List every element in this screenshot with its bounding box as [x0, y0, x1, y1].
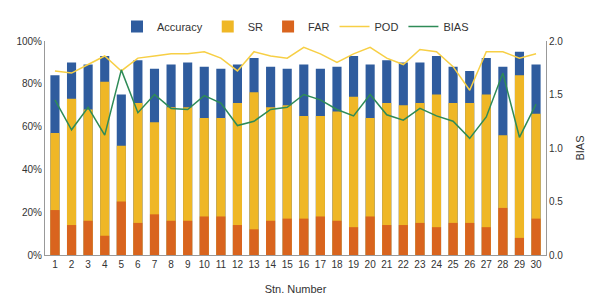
svg-text:6: 6 [135, 259, 141, 270]
svg-text:1.5: 1.5 [549, 89, 563, 100]
svg-text:Accuracy: Accuracy [157, 21, 203, 33]
svg-text:20: 20 [365, 259, 377, 270]
svg-text:14: 14 [265, 259, 277, 270]
svg-text:25: 25 [448, 259, 460, 270]
svg-text:BIAS: BIAS [574, 135, 586, 160]
svg-text:13: 13 [248, 259, 260, 270]
svg-text:80%: 80% [22, 78, 42, 89]
svg-text:30: 30 [530, 259, 542, 270]
svg-text:15: 15 [282, 259, 294, 270]
svg-text:40%: 40% [22, 164, 42, 175]
svg-text:POD: POD [375, 21, 399, 33]
svg-text:0.5: 0.5 [549, 196, 563, 207]
svg-text:100%: 100% [16, 36, 42, 47]
svg-text:FAR: FAR [308, 21, 329, 33]
svg-text:9: 9 [185, 259, 191, 270]
svg-text:12: 12 [232, 259, 244, 270]
svg-text:19: 19 [348, 259, 360, 270]
svg-text:22: 22 [398, 259, 410, 270]
svg-text:27: 27 [481, 259, 493, 270]
svg-text:26: 26 [464, 259, 476, 270]
svg-text:60%: 60% [22, 121, 42, 132]
svg-text:29: 29 [514, 259, 526, 270]
svg-text:7: 7 [152, 259, 158, 270]
svg-text:5: 5 [119, 259, 125, 270]
svg-text:2.0: 2.0 [549, 36, 563, 47]
svg-text:SR: SR [248, 21, 263, 33]
svg-text:24: 24 [431, 259, 443, 270]
svg-text:Stn. Number: Stn. Number [265, 283, 327, 295]
svg-text:10: 10 [199, 259, 211, 270]
svg-text:3: 3 [85, 259, 91, 270]
svg-text:1.0: 1.0 [549, 143, 563, 154]
svg-text:18: 18 [331, 259, 343, 270]
svg-text:11: 11 [216, 259, 227, 270]
svg-text:2: 2 [69, 259, 75, 270]
svg-text:8: 8 [168, 259, 174, 270]
svg-text:4: 4 [102, 259, 108, 270]
svg-text:1: 1 [52, 259, 58, 270]
svg-text:16: 16 [298, 259, 310, 270]
svg-text:17: 17 [315, 259, 327, 270]
svg-text:20%: 20% [22, 207, 42, 218]
svg-text:28: 28 [497, 259, 509, 270]
svg-text:BIAS: BIAS [443, 21, 468, 33]
svg-text:23: 23 [414, 259, 426, 270]
svg-text:0%: 0% [28, 250, 43, 261]
svg-text:0.0: 0.0 [549, 250, 563, 261]
svg-text:21: 21 [381, 259, 393, 270]
